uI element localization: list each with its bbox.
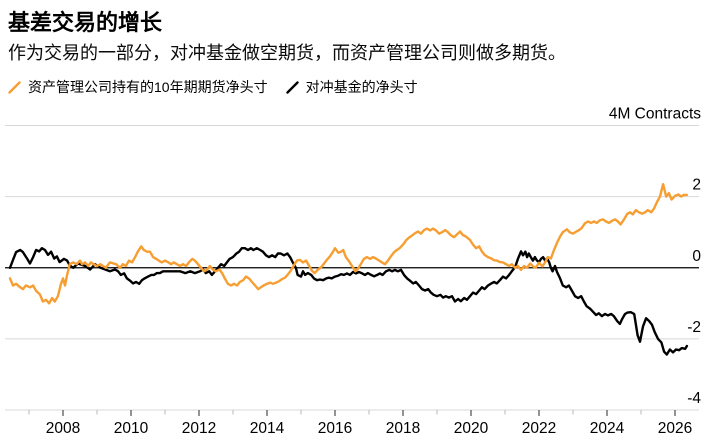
x-tick-label: 2008 — [46, 420, 80, 437]
x-tick-label: 2022 — [522, 420, 556, 437]
page-title: 基差交易的增长 — [8, 10, 163, 35]
y-tick-label: 0 — [692, 248, 701, 265]
x-tick-label: 2018 — [386, 420, 420, 437]
legend-label-asset-managers: 资产管理公司持有的10年期期货净头寸 — [28, 79, 268, 95]
y-tick-label: -4 — [687, 390, 701, 407]
chart-subtitle: 作为交易的一部分，对冲基金做空期货，而资产管理公司则做多期货。 — [8, 43, 566, 63]
x-tick-label: 2014 — [250, 420, 285, 437]
legend-label-hedge-funds: 对冲基金的净头寸 — [305, 79, 418, 95]
legend-item-hedge-funds: 对冲基金的净头寸 — [285, 77, 418, 97]
x-tick-label: 2010 — [114, 420, 149, 437]
x-tick-label: 2024 — [590, 420, 625, 437]
series-line-asset-managers — [8, 182, 689, 305]
legend-item-asset-managers: 资产管理公司持有的10年期期货净头寸 — [8, 77, 268, 97]
unit-label: 4M Contracts — [609, 106, 701, 123]
series-line-hedge-funds — [8, 246, 689, 356]
hedge-fund-line-icon — [285, 80, 299, 94]
x-tick-label: 2012 — [182, 420, 216, 437]
y-tick-label: -2 — [687, 319, 701, 336]
x-tick-label: 2026 — [658, 420, 692, 437]
y-tick-label: 2 — [692, 177, 701, 194]
asset-manager-line-icon — [8, 80, 21, 94]
x-tick-label: 2020 — [454, 420, 489, 437]
x-tick-label: 2016 — [318, 420, 352, 437]
line-chart: 4M Contracts 2 0 -2 -4 2008 2010 2012 2014 2016 20… — [5, 106, 701, 437]
chart-legend: 资产管理公司持有的10年期期货净头寸 对冲基金的净头寸 — [8, 77, 418, 97]
